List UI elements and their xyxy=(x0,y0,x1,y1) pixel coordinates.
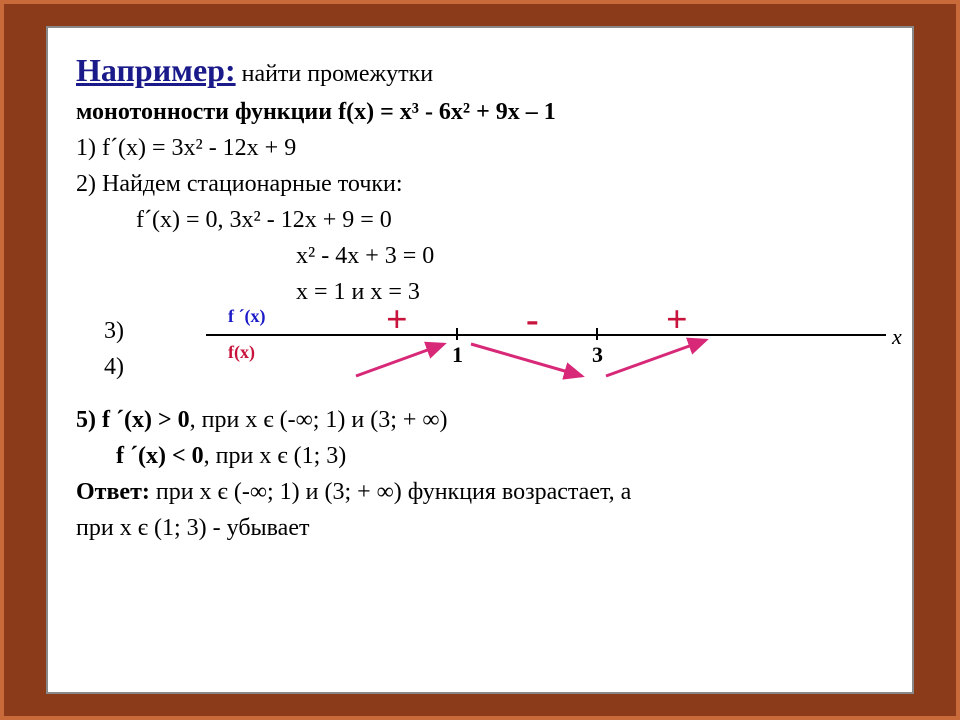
answer-label: Ответ: xyxy=(76,479,150,505)
step2-eq2: x² - 4x + 3 = 0 xyxy=(76,238,884,274)
step5-line2: f ´(x) < 0, при x є (1; 3) xyxy=(76,438,884,474)
step1: 1) f´(x) = 3x² - 12x + 9 xyxy=(76,130,884,166)
answer-line1: Ответ: при x є (-∞; 1) и (3; + ∞) функци… xyxy=(76,474,884,510)
step2: 2) Найдем стационарные точки: xyxy=(76,166,884,202)
step2-roots: x = 1 и x = 3 xyxy=(76,274,884,310)
presentation-frame: Например: найти промежутки монотонности … xyxy=(0,0,960,720)
answer-line2: при x є (1; 3) - убывает xyxy=(76,510,884,546)
trend-arrow-2 xyxy=(606,340,706,376)
slide-content: Например: найти промежутки монотонности … xyxy=(46,26,914,694)
title-word: Например: xyxy=(76,52,236,88)
title-line: Например: найти промежутки xyxy=(76,46,884,94)
step2-eq1: f´(x) = 0, 3x² - 12x + 9 = 0 xyxy=(76,202,884,238)
step5-line1: 5) f ´(x) > 0, при x є (-∞; 1) и (3; + ∞… xyxy=(76,402,884,438)
title-rest: найти промежутки xyxy=(236,61,433,87)
trend-arrow-0 xyxy=(356,344,444,376)
sign-diagram: f ´(x) f(x) x +-+ 13 xyxy=(76,310,884,382)
diagram-row: 3) 4) f ´(x) f(x) x +-+ 13 xyxy=(76,310,884,388)
arrows xyxy=(76,310,896,390)
function-line: монотонности функции f(x) = x³ - 6x² + 9… xyxy=(76,94,884,130)
trend-arrow-1 xyxy=(471,344,582,376)
step5-range1: , при x є (-∞; 1) и (3; + ∞) xyxy=(190,407,448,433)
step5-cond1: 5) f ´(x) > 0 xyxy=(76,407,190,433)
step5-range2: , при x є (1; 3) xyxy=(204,443,347,469)
answer-rest: при x є (-∞; 1) и (3; + ∞) функция возра… xyxy=(150,479,631,505)
step5-cond2: f ´(x) < 0 xyxy=(116,443,204,469)
